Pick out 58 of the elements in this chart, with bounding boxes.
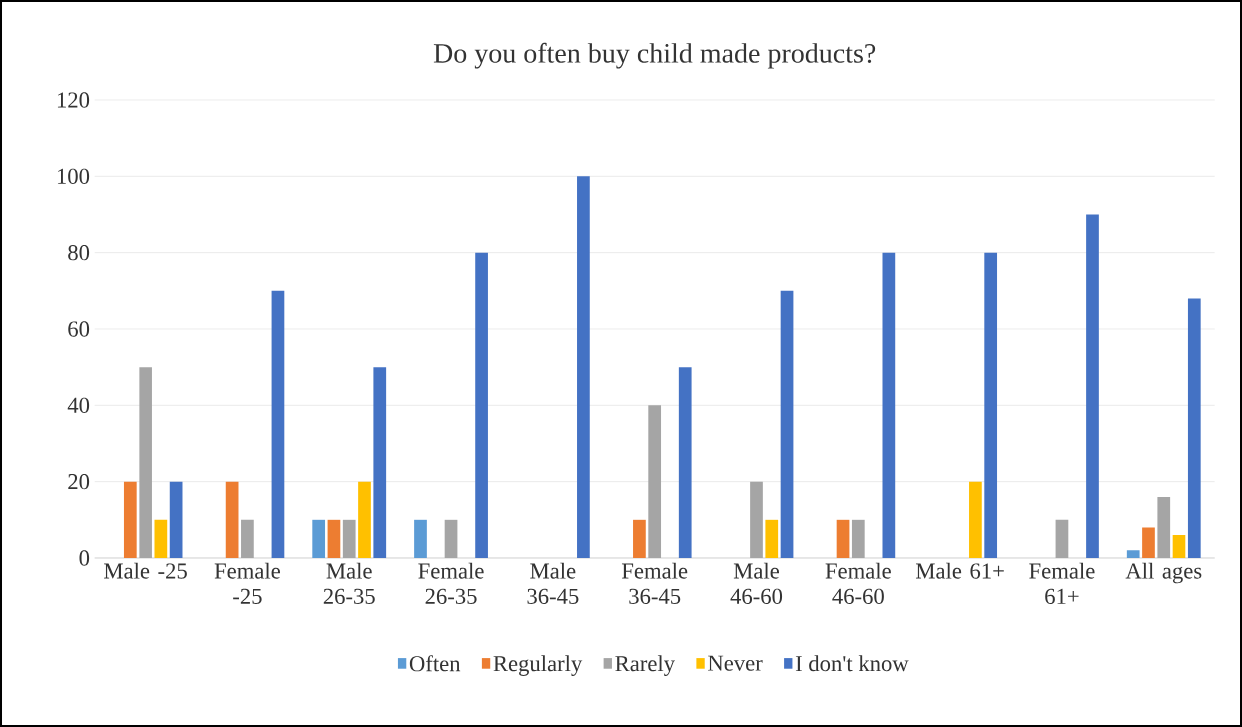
bar bbox=[1187, 298, 1201, 558]
bar bbox=[1172, 535, 1186, 558]
bar bbox=[780, 290, 794, 558]
bar bbox=[169, 481, 183, 558]
bar bbox=[342, 519, 356, 558]
x-tick-label: Male 61+ bbox=[915, 562, 1004, 579]
bar bbox=[444, 519, 458, 558]
bar bbox=[836, 519, 850, 558]
y-tick-label: 20 bbox=[68, 474, 90, 490]
bar bbox=[271, 290, 285, 558]
x-tick-label: Male 46-60 bbox=[730, 562, 783, 604]
bar bbox=[1086, 214, 1099, 558]
bar bbox=[241, 519, 254, 558]
bar bbox=[678, 367, 692, 558]
bar bbox=[851, 519, 865, 558]
y-tick-label: 0 bbox=[79, 550, 90, 566]
x-tick-label: Male -25 bbox=[104, 562, 187, 579]
x-tick-label: Female -25 bbox=[214, 562, 280, 604]
bar bbox=[414, 519, 427, 558]
y-tick-label: 120 bbox=[57, 92, 90, 108]
x-tick-label: Female 26-35 bbox=[418, 562, 484, 604]
bar bbox=[358, 481, 371, 558]
bar bbox=[154, 519, 168, 558]
bar bbox=[123, 481, 137, 558]
x-tick-label: Female 46-60 bbox=[825, 562, 891, 604]
bar bbox=[984, 252, 998, 558]
y-tick-label: 100 bbox=[57, 168, 90, 184]
x-tick-label: Female 36-45 bbox=[621, 562, 688, 604]
y-tick-label: 60 bbox=[68, 321, 90, 337]
bar bbox=[648, 405, 662, 558]
legend-label: Rarely bbox=[615, 655, 675, 676]
chart-title: Do you often buy child made products? bbox=[433, 42, 876, 69]
bar bbox=[750, 481, 763, 558]
bar bbox=[882, 252, 896, 558]
bar bbox=[577, 176, 590, 558]
x-tick-label: Male 26-35 bbox=[323, 562, 375, 604]
legend-label: Regularly bbox=[493, 655, 583, 676]
bar bbox=[969, 481, 982, 558]
legend-label: I don't know bbox=[795, 655, 909, 672]
legend-label: Never bbox=[708, 655, 763, 671]
x-tick-label: Female 61+ bbox=[1029, 562, 1095, 604]
bar bbox=[373, 367, 387, 558]
x-tick-label: Male 36-45 bbox=[527, 562, 579, 604]
y-tick-label: 80 bbox=[68, 245, 90, 261]
bar bbox=[1157, 496, 1171, 558]
y-tick-label: 40 bbox=[67, 397, 90, 413]
bar bbox=[765, 519, 779, 558]
bar bbox=[1055, 519, 1069, 558]
bar bbox=[475, 252, 488, 558]
bar bbox=[1142, 527, 1155, 558]
bar bbox=[1126, 550, 1140, 558]
bar bbox=[633, 519, 646, 558]
x-tick-label: All ages bbox=[1125, 562, 1202, 584]
legend-label: Often bbox=[409, 655, 461, 672]
bar bbox=[225, 481, 239, 558]
bar bbox=[312, 519, 326, 558]
bar bbox=[327, 519, 341, 558]
bar bbox=[139, 367, 152, 558]
